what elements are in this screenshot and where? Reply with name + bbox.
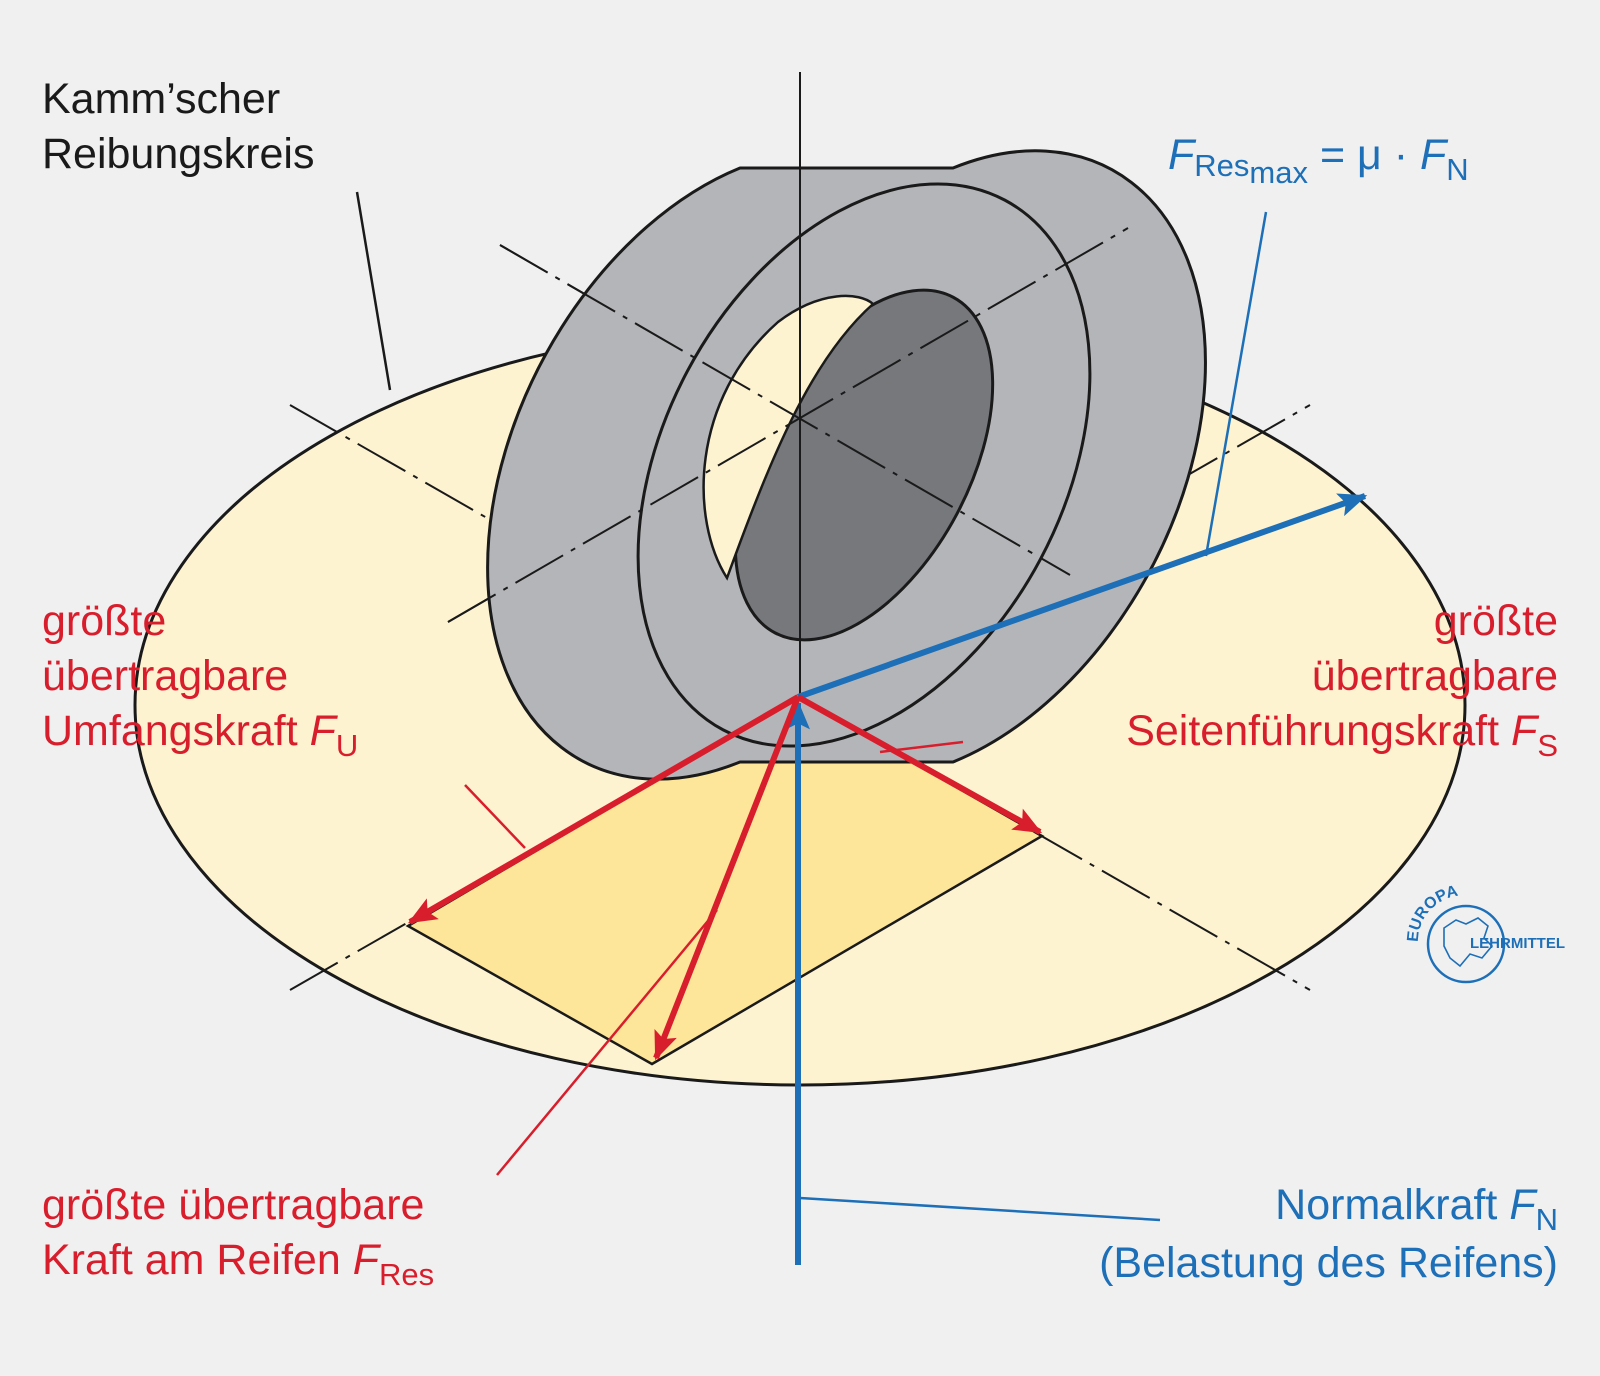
- normal-line1-wrap: Normalkraft FN: [1099, 1178, 1558, 1237]
- europe-map-shape: [1443, 917, 1494, 968]
- normal-line2: (Belastung des Reifens): [1099, 1239, 1558, 1287]
- fresmax-sub-n: N: [1446, 152, 1469, 187]
- normal-line1: Normalkraft: [1275, 1181, 1510, 1229]
- seiten-line3-wrap: Seitenführungskraft FS: [1126, 704, 1558, 763]
- umfang-line1: größte: [42, 597, 167, 645]
- seiten-line1: größte: [1433, 597, 1558, 645]
- umfang-label: größte übertragbare Umfangskraft FU: [42, 594, 359, 763]
- umfang-sub: U: [335, 728, 359, 763]
- europa-lehrmittel-logo: EUROPA LEHRMITTEL: [1405, 883, 1565, 984]
- umfang-line2: übertragbare: [42, 652, 289, 700]
- kamm-label: Kamm’scher Reibungskreis: [42, 72, 314, 182]
- umfang-line3: Umfangskraft: [42, 707, 310, 755]
- force-fu-arrow: [407, 694, 800, 925]
- fresmax-rest: = μ ·: [1308, 131, 1420, 179]
- globe-europe-icon: [1426, 904, 1506, 984]
- fresmax-f: F: [1168, 131, 1195, 179]
- tire-axis-lines: [447, 227, 1129, 623]
- logo-top-text: EUROPA: [1405, 883, 1460, 943]
- seiten-line3: Seitenführungskraft: [1126, 707, 1512, 755]
- reifen-line1: größte übertragbare: [42, 1181, 425, 1229]
- reifen-f: F: [352, 1236, 379, 1284]
- fresmax-label: FResmax = μ · FN: [1168, 128, 1469, 190]
- leader-fresmax: [1204, 211, 1268, 557]
- tire-hole-opening: [702, 294, 875, 581]
- normal-f: F: [1509, 1181, 1536, 1229]
- umfang-line3-wrap: Umfangskraft FU: [42, 704, 359, 763]
- fresmax-f2: F: [1420, 131, 1447, 179]
- leader-kamm: [355, 191, 392, 391]
- leader-umfang: [464, 784, 526, 849]
- reifen-line2-wrap: Kraft am Reifen FRes: [42, 1233, 435, 1292]
- logo-top-textpath: EUROPA: [1405, 883, 1460, 943]
- umfang-f: F: [309, 707, 336, 755]
- seiten-line2: übertragbare: [1311, 652, 1558, 700]
- kamm-label-line1: Kamm’scher: [42, 75, 281, 123]
- normal-label: Normalkraft FN (Belastung des Reifens): [1099, 1178, 1558, 1291]
- reifen-sub: Res: [378, 1257, 435, 1292]
- fresmax-sub-max: max: [1249, 155, 1308, 190]
- force-fres-arrow: [653, 695, 801, 1061]
- seiten-f: F: [1511, 707, 1538, 755]
- normal-sub: N: [1535, 1202, 1558, 1237]
- reifen-line2: Kraft am Reifen: [42, 1236, 353, 1284]
- force-fresmax-arrow: [796, 493, 1368, 700]
- fresmax-sub-res: Res: [1194, 148, 1250, 183]
- reifen-label: größte übertragbare Kraft am Reifen FRes: [42, 1178, 435, 1292]
- seiten-label: größte übertragbare Seitenführungskraft …: [1126, 594, 1558, 763]
- kamm-label-line2: Reibungskreis: [42, 130, 315, 178]
- seiten-sub: S: [1537, 728, 1558, 763]
- logo-bottom-text: LEHRMITTEL: [1470, 935, 1565, 952]
- tire: [485, 149, 1208, 781]
- leader-normal: [799, 1196, 1161, 1222]
- leader-reifen: [496, 909, 718, 1176]
- force-fs-arrow: [796, 694, 1043, 835]
